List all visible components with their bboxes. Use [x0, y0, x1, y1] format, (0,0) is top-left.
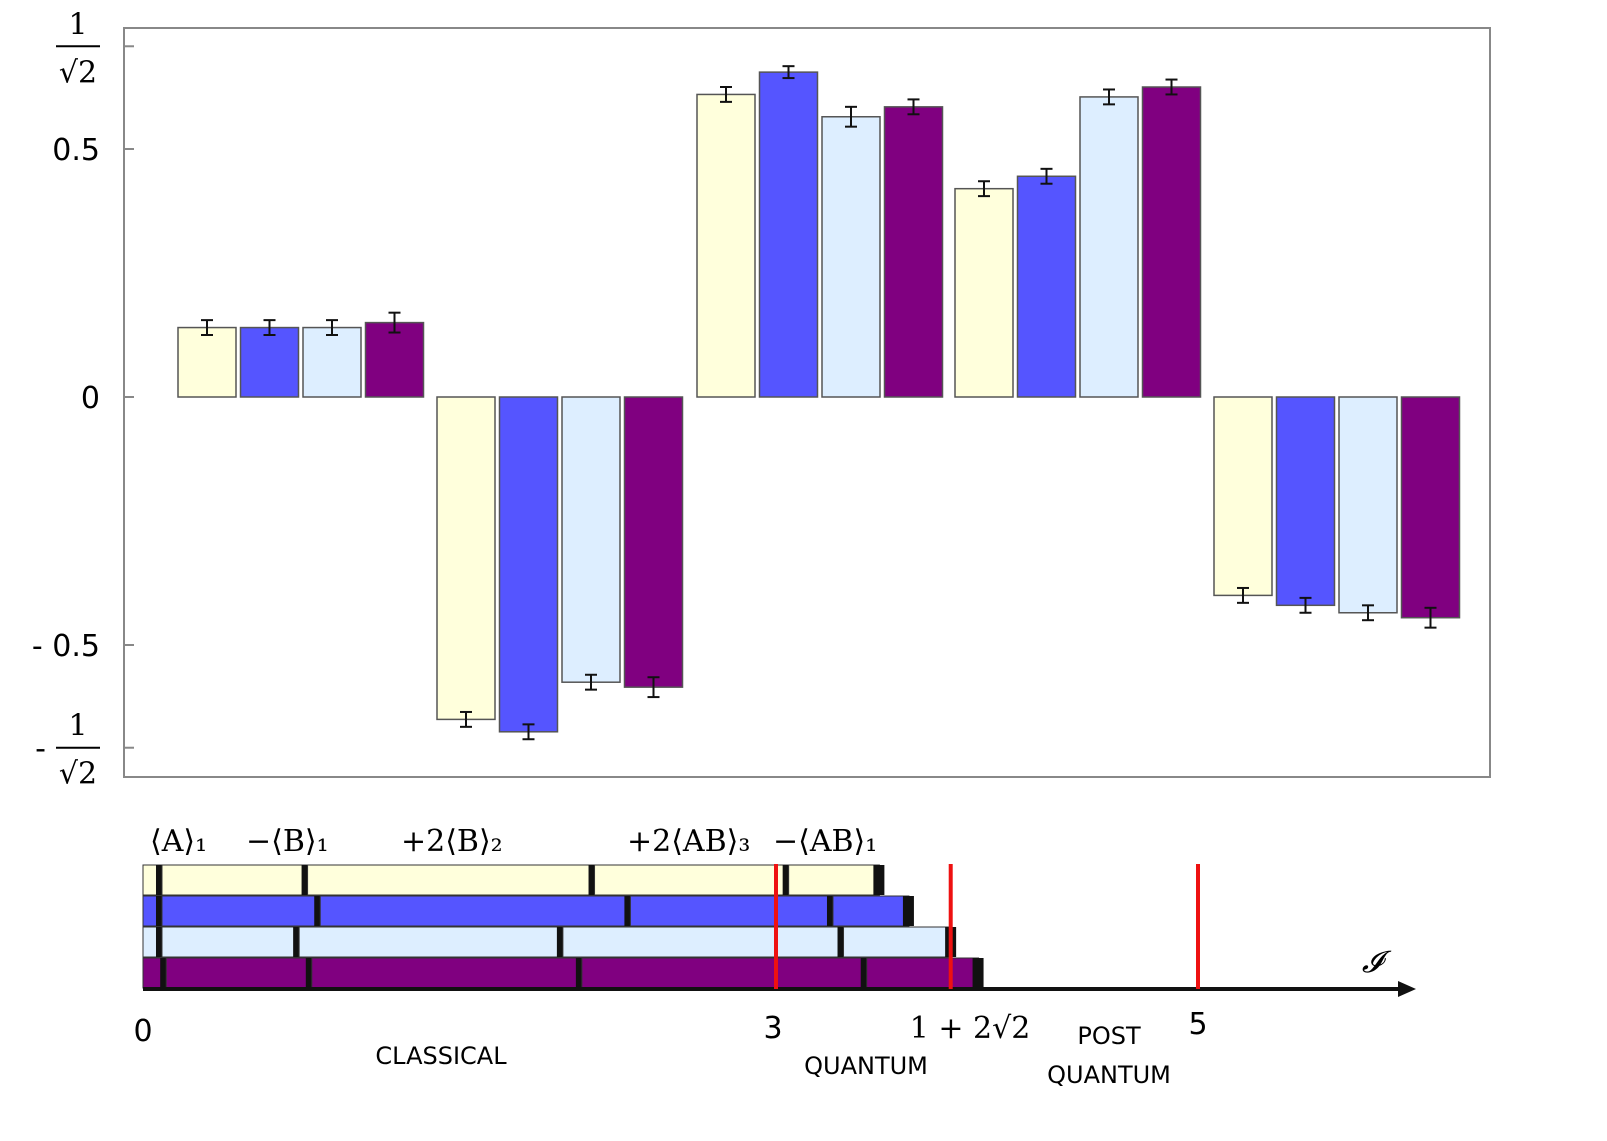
term-label: ⟨A⟩₁ [150, 824, 207, 859]
term-labels: ⟨A⟩₁ −⟨B⟩₁ +2⟨B⟩₂ +2⟨AB⟩₃ −⟨AB⟩₁ [150, 824, 877, 859]
segment [581, 957, 868, 989]
error-bar [978, 180, 990, 198]
stacked-row [142, 926, 957, 958]
bar [623, 396, 684, 688]
segment [866, 957, 980, 989]
axis-mark-label: 1 + 2√2 [910, 1011, 1031, 1046]
bar [954, 187, 1014, 398]
bar [364, 321, 425, 398]
y-tick-numerator: 1 [68, 7, 87, 42]
segment-divider [301, 865, 313, 895]
error-bar [263, 319, 276, 336]
bar [436, 396, 496, 721]
axis-arrow [1398, 981, 1416, 997]
segment [788, 864, 880, 896]
region-label: CLASSICAL [375, 1042, 507, 1070]
y-tick-sign: - [35, 732, 46, 767]
stacked-row [142, 864, 885, 896]
segment [319, 895, 631, 927]
y-tick-label: 0 [81, 381, 100, 416]
segment-divider [314, 896, 326, 926]
y-tick-label: - 0.5 [32, 629, 100, 664]
segment-divider [873, 865, 885, 895]
y-tick-numerator: 1 [68, 709, 87, 744]
segment [843, 926, 952, 958]
segment [562, 926, 845, 958]
segment [307, 864, 596, 896]
bar-group [177, 65, 1461, 741]
bar [758, 71, 819, 398]
error-bar [1362, 604, 1374, 622]
error-bar [647, 676, 660, 699]
error-bar [782, 65, 795, 80]
bar [302, 326, 362, 398]
segment-divider [972, 958, 984, 988]
axis-mark-label: 3 [763, 1011, 782, 1046]
segment [311, 957, 583, 989]
segment [832, 895, 910, 927]
term-label: −⟨B⟩₁ [246, 824, 329, 859]
axis-label: 𝓘 [1362, 945, 1392, 980]
bar [1400, 396, 1461, 619]
bar [1079, 96, 1139, 398]
error-bar [845, 105, 857, 128]
axis-mark-label: 0 [133, 1014, 152, 1049]
y-axis: 1 √2 0.5 0 - 0.5 - 1 √2 [32, 7, 134, 792]
error-bar [388, 311, 401, 334]
segment [165, 957, 313, 989]
bar [177, 326, 237, 398]
bar [1141, 86, 1202, 398]
segment [298, 926, 564, 958]
error-bar [907, 98, 920, 116]
error-bar [1040, 167, 1053, 185]
stacked-row [142, 957, 984, 989]
stacked-rows [142, 864, 984, 989]
segment [161, 926, 300, 958]
axis-mark-label: 5 [1188, 1007, 1207, 1042]
error-bar [720, 86, 732, 103]
bar [561, 396, 621, 683]
term-label: −⟨AB⟩₁ [773, 824, 877, 859]
term-label: +2⟨B⟩₂ [401, 824, 503, 859]
bar [821, 116, 881, 398]
segment [629, 895, 834, 927]
bar [1016, 175, 1077, 398]
region-label: POST [1077, 1022, 1141, 1050]
y-tick-denominator: √2 [59, 55, 97, 90]
error-bar [1237, 586, 1249, 604]
bar-chart: 1 √2 0.5 0 - 0.5 - 1 √2 [32, 7, 1491, 792]
error-bar [460, 710, 472, 728]
error-bar [585, 673, 597, 691]
bar [883, 106, 944, 398]
term-label: +2⟨AB⟩₃ [627, 824, 750, 859]
inequality-axis: 𝓘 0 3 1 + 2√2 5 CLASSICAL QUANTUM POST QUANTUM [133, 864, 1416, 1089]
error-bar [1103, 88, 1115, 106]
segment-divider [902, 896, 914, 926]
y-tick-denominator: √2 [59, 757, 97, 792]
stacked-bar-chart: ⟨A⟩₁ −⟨B⟩₁ +2⟨B⟩₂ +2⟨AB⟩₃ −⟨AB⟩₁ 𝓘 0 3 1 + 2√2 5… [133, 824, 1416, 1089]
bar [1338, 396, 1398, 614]
bar [1275, 396, 1336, 607]
segment [161, 864, 309, 896]
error-bar [1424, 606, 1437, 629]
error-bar [1165, 78, 1178, 96]
stacked-row [142, 895, 914, 927]
y-tick-label: 0.5 [52, 133, 100, 168]
bar [498, 396, 559, 733]
error-bar [201, 319, 213, 336]
segment [161, 895, 321, 927]
region-label: QUANTUM [1047, 1061, 1171, 1089]
bar [696, 93, 756, 398]
bar [1213, 396, 1273, 597]
error-bar [522, 723, 535, 741]
bar [239, 326, 300, 398]
region-label: QUANTUM [804, 1052, 928, 1080]
error-bar [326, 319, 338, 336]
plot-frame [123, 27, 1491, 778]
segment [594, 864, 790, 896]
error-bar [1299, 596, 1312, 614]
